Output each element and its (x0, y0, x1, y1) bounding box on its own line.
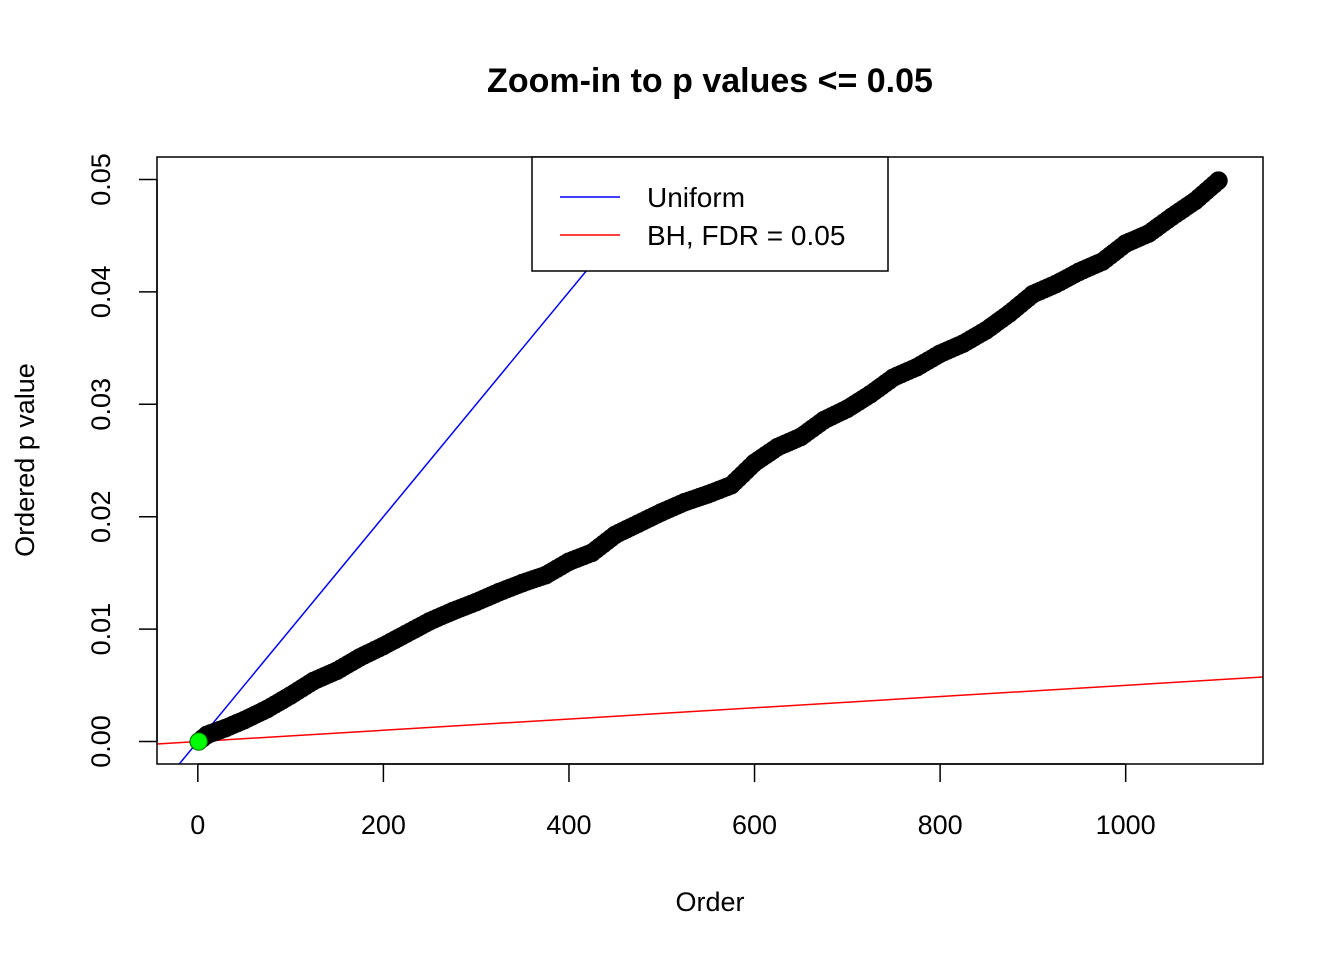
y-tick-label: 0.03 (86, 378, 116, 431)
significant-point (189, 732, 208, 751)
x-tick-label: 1000 (1096, 810, 1156, 840)
y-tick-label: 0.00 (86, 715, 116, 768)
x-tick-label: 400 (546, 810, 591, 840)
legend-label-bh: BH, FDR = 0.05 (647, 220, 845, 251)
y-tick-label: 0.05 (86, 153, 116, 206)
x-tick-label: 600 (732, 810, 777, 840)
bh-threshold-line (157, 676, 1263, 745)
x-tick-label: 0 (190, 810, 205, 840)
y-tick-label: 0.04 (86, 266, 116, 319)
y-tick-label: 0.01 (86, 603, 116, 656)
x-tick-label: 200 (361, 810, 406, 840)
reference-lines (157, 157, 1263, 764)
y-axis-label: Ordered p value (10, 363, 40, 557)
uniform-line (178, 157, 682, 764)
x-tick-label: 800 (918, 810, 963, 840)
x-axis-label: Order (675, 887, 744, 917)
data-points (189, 171, 1228, 751)
legend: Uniform BH, FDR = 0.05 (531, 156, 889, 272)
y-tick-label: 0.02 (86, 490, 116, 543)
chart-title: Zoom-in to p values <= 0.05 (487, 62, 933, 100)
legend-label-uniform: Uniform (647, 182, 745, 213)
legend-box (531, 156, 889, 272)
x-axis: 0 200 400 600 800 1000 (190, 763, 1156, 840)
y-axis: 0.00 0.01 0.02 0.03 0.04 0.05 (86, 153, 158, 768)
p-value-point (1209, 171, 1228, 190)
